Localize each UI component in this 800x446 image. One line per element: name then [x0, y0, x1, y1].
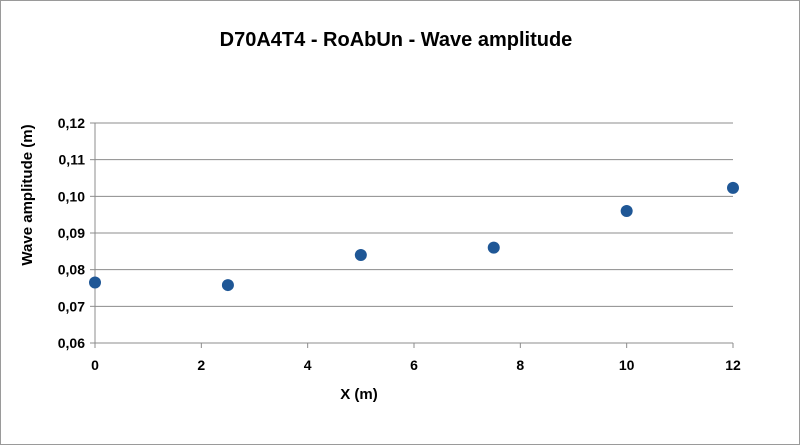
y-tick-label: 0,12 — [58, 115, 85, 131]
x-tick-label: 10 — [619, 357, 635, 373]
data-point — [727, 181, 739, 194]
y-tick-label: 0,07 — [58, 298, 85, 314]
axes — [94, 123, 734, 348]
x-axis-label: X (m) — [340, 386, 378, 403]
x-tick-label: 6 — [410, 357, 418, 373]
gridlines — [90, 122, 733, 344]
data-point — [89, 276, 101, 289]
x-tick-label: 12 — [725, 357, 741, 373]
x-tick-labels: 0 2 4 6 8 10 12 — [91, 357, 741, 373]
x-tick-label: 4 — [304, 357, 312, 373]
x-tick-label: 8 — [516, 357, 524, 373]
y-tick-label: 0,11 — [59, 152, 86, 168]
data-point — [620, 205, 633, 217]
x-tick-label: 0 — [91, 357, 99, 373]
y-axis-label: Wave amplitude (m) — [19, 124, 36, 265]
y-tick-label: 0,09 — [58, 225, 85, 241]
x-tick-label: 2 — [197, 357, 205, 373]
data-point — [487, 241, 500, 254]
data-point — [221, 279, 234, 292]
y-tick-label: 0,06 — [58, 335, 85, 351]
y-tick-labels: 0,06 0,07 0,08 0,09 0,10 0,11 0,12 — [58, 115, 85, 351]
chart-title: D70A4T4 - RoAbUn - Wave amplitude — [220, 29, 573, 51]
data-points — [89, 181, 739, 292]
y-tick-label: 0,10 — [58, 188, 85, 204]
y-tick-label: 0,08 — [58, 262, 85, 278]
data-point — [354, 249, 367, 261]
